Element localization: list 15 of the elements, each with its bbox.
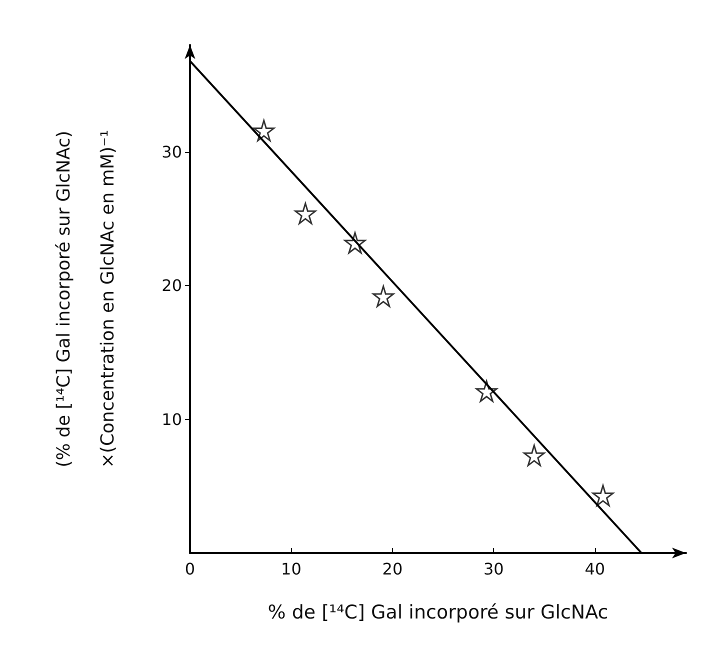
x-axis-title: % de [¹⁴C] Gal incorporé sur GlcNAc — [268, 602, 608, 624]
point — [372, 286, 394, 308]
x-tick-label: 20 — [382, 560, 403, 578]
x-tick-label: 30 — [483, 560, 504, 578]
y-tick-label: 10 — [162, 410, 182, 429]
point — [523, 444, 545, 466]
x-tick-label: 0 — [184, 560, 196, 578]
y-tick-label: 30 — [162, 142, 182, 162]
point — [592, 484, 614, 506]
x-tick-label: 40 — [584, 560, 606, 578]
text: (% de [¹⁴C] Gal incorporé sur GlcNAc) ×(Concentration en GlcNAc en mM)⁻¹ — [54, 130, 118, 468]
point — [253, 120, 275, 142]
x-tick-label: 10 — [281, 560, 302, 578]
y-tick-label: 20 — [162, 276, 182, 296]
point — [294, 202, 316, 224]
